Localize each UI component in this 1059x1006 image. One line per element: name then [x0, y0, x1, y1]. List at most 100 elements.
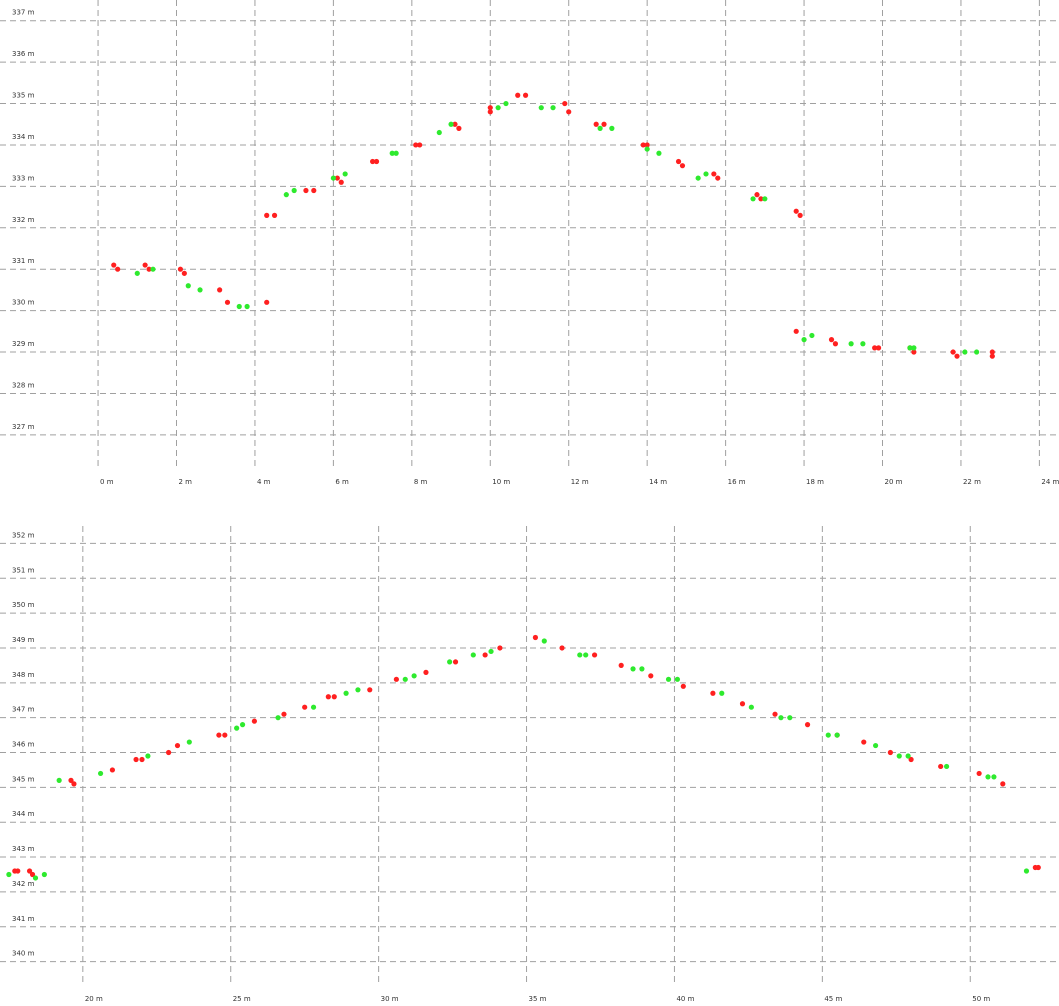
data-point [911, 349, 917, 355]
data-point [452, 659, 459, 665]
data-point [174, 742, 181, 749]
data-point [562, 100, 568, 107]
data-point [389, 150, 395, 156]
x-tick-label: 24 m [1041, 478, 1059, 486]
data-point [710, 690, 716, 696]
data-point [719, 690, 725, 696]
data-point [503, 100, 509, 107]
data-point [793, 208, 799, 214]
data-point [6, 871, 12, 878]
data-point [985, 774, 991, 780]
x-tick-label: 4 m [257, 478, 271, 486]
y-tick-label: 330 m [12, 299, 35, 307]
data-point [26, 868, 33, 874]
data-point [239, 722, 246, 728]
data-point [754, 192, 760, 198]
data-point [872, 742, 879, 749]
data-point [640, 142, 646, 148]
data-point [487, 109, 493, 115]
data-point [393, 676, 399, 682]
data-point [68, 777, 74, 783]
data-point [954, 353, 960, 359]
data-point [370, 158, 376, 165]
y-tick-label: 328 m [12, 381, 35, 389]
data-point [887, 749, 893, 756]
data-point [695, 175, 701, 181]
data-point [115, 266, 121, 272]
y-tick-label: 343 m [12, 845, 35, 853]
data-point [71, 781, 77, 787]
y-tick-label: 344 m [12, 810, 35, 818]
data-point [911, 345, 917, 351]
data-point [393, 150, 399, 156]
data-point [413, 142, 419, 148]
data-point [989, 353, 995, 359]
x-tick-label: 16 m [728, 478, 746, 486]
data-point [674, 676, 681, 682]
data-point [334, 175, 340, 181]
data-point [538, 105, 544, 111]
data-point [166, 749, 172, 756]
x-tick-label: 50 m [972, 995, 990, 1003]
series-0 [111, 92, 995, 359]
data-point [283, 192, 289, 198]
data-point [330, 175, 336, 181]
data-point [748, 704, 754, 710]
data-point [452, 121, 458, 127]
data-point [487, 105, 493, 111]
data-point [872, 345, 878, 351]
data-point [41, 871, 47, 878]
data-point [809, 332, 815, 339]
data-point [355, 687, 361, 693]
data-point [656, 150, 662, 156]
data-point [367, 687, 373, 693]
data-point [1000, 781, 1006, 787]
data-point [244, 303, 250, 310]
y-tick-label: 341 m [12, 915, 35, 923]
x-tick-label: 2 m [179, 478, 193, 486]
data-point [522, 92, 529, 98]
y-tick-label: 333 m [12, 174, 35, 182]
x-tick-label: 20 m [885, 478, 903, 486]
y-tick-label: 345 m [12, 775, 35, 783]
data-point [29, 871, 36, 878]
data-point [907, 345, 913, 351]
data-point [142, 262, 148, 268]
data-point [15, 868, 21, 874]
data-point [291, 187, 297, 194]
data-point [559, 645, 565, 651]
data-point [185, 283, 191, 289]
x-tick-label: 6 m [335, 478, 349, 486]
data-point [938, 763, 944, 770]
x-tick-label: 14 m [649, 478, 667, 486]
x-tick-label: 12 m [571, 478, 589, 486]
data-point [679, 163, 686, 169]
data-point [197, 287, 203, 293]
data-point [648, 673, 654, 679]
data-point [793, 328, 799, 334]
data-point [264, 299, 270, 305]
data-point [905, 753, 911, 759]
data-point [303, 187, 309, 194]
y-tick-label: 329 m [12, 340, 35, 348]
data-point [797, 212, 803, 218]
data-point [962, 349, 968, 355]
data-point [989, 349, 995, 355]
data-point [848, 341, 854, 347]
data-point [515, 92, 521, 98]
data-point [447, 659, 453, 665]
data-point [597, 125, 603, 131]
data-point [711, 171, 717, 177]
data-point [133, 756, 139, 763]
x-tick-label: 30 m [381, 995, 399, 1003]
data-point [177, 266, 184, 272]
series-0 [12, 634, 1041, 878]
data-point [271, 212, 278, 218]
data-point [181, 270, 187, 276]
data-point [222, 732, 228, 738]
x-tick-label: 25 m [233, 995, 251, 1003]
data-point [311, 187, 317, 194]
data-point [750, 196, 756, 202]
data-point [532, 634, 539, 641]
data-point [541, 638, 547, 644]
